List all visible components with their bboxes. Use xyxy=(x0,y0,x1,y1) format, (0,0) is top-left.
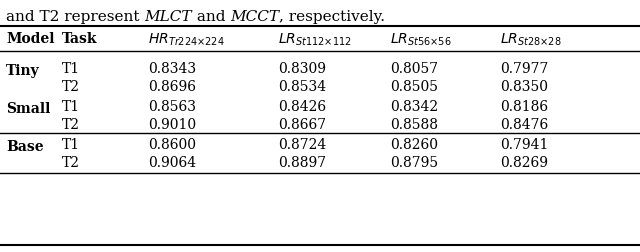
Text: T2: T2 xyxy=(62,118,80,132)
Text: 0.8269: 0.8269 xyxy=(500,156,548,170)
Text: 0.8426: 0.8426 xyxy=(278,100,326,114)
Text: and: and xyxy=(192,10,230,24)
Text: Task: Task xyxy=(62,32,97,46)
Text: MCCT: MCCT xyxy=(230,10,279,24)
Text: 0.8588: 0.8588 xyxy=(390,118,438,132)
Text: 0.8600: 0.8600 xyxy=(148,138,196,152)
Text: T1: T1 xyxy=(62,100,80,114)
Text: T1: T1 xyxy=(62,62,80,76)
Text: 0.8476: 0.8476 xyxy=(500,118,548,132)
Text: 0.8057: 0.8057 xyxy=(390,62,438,76)
Text: $\mathit{LR}_{St56{\times}56}$: $\mathit{LR}_{St56{\times}56}$ xyxy=(390,32,452,48)
Text: 0.8534: 0.8534 xyxy=(278,80,326,94)
Text: T2: T2 xyxy=(62,80,80,94)
Text: 0.8724: 0.8724 xyxy=(278,138,326,152)
Text: 0.8505: 0.8505 xyxy=(390,80,438,94)
Text: 0.8342: 0.8342 xyxy=(390,100,438,114)
Text: MLCT: MLCT xyxy=(145,10,192,24)
Text: Base: Base xyxy=(6,140,44,154)
Text: T2: T2 xyxy=(62,156,80,170)
Text: 0.8343: 0.8343 xyxy=(148,62,196,76)
Text: Small: Small xyxy=(6,102,51,116)
Text: 0.8795: 0.8795 xyxy=(390,156,438,170)
Text: 0.8309: 0.8309 xyxy=(278,62,326,76)
Text: 0.8260: 0.8260 xyxy=(390,138,438,152)
Text: 0.8350: 0.8350 xyxy=(500,80,548,94)
Text: 0.7977: 0.7977 xyxy=(500,62,548,76)
Text: T1: T1 xyxy=(62,138,80,152)
Text: 0.8897: 0.8897 xyxy=(278,156,326,170)
Text: 0.8667: 0.8667 xyxy=(278,118,326,132)
Text: $\mathit{LR}_{St28{\times}28}$: $\mathit{LR}_{St28{\times}28}$ xyxy=(500,32,561,48)
Text: , respectively.: , respectively. xyxy=(279,10,385,24)
Text: Model: Model xyxy=(6,32,54,46)
Text: and T2 represent: and T2 represent xyxy=(6,10,145,24)
Text: 0.8186: 0.8186 xyxy=(500,100,548,114)
Text: Tiny: Tiny xyxy=(6,64,40,78)
Text: $\mathit{LR}_{St112{\times}112}$: $\mathit{LR}_{St112{\times}112}$ xyxy=(278,32,351,48)
Text: 0.9010: 0.9010 xyxy=(148,118,196,132)
Text: 0.7941: 0.7941 xyxy=(500,138,548,152)
Text: 0.9064: 0.9064 xyxy=(148,156,196,170)
Text: 0.8696: 0.8696 xyxy=(148,80,196,94)
Text: 0.8563: 0.8563 xyxy=(148,100,196,114)
Text: $\mathit{HR}_{Tr224{\times}224}$: $\mathit{HR}_{Tr224{\times}224}$ xyxy=(148,32,225,48)
